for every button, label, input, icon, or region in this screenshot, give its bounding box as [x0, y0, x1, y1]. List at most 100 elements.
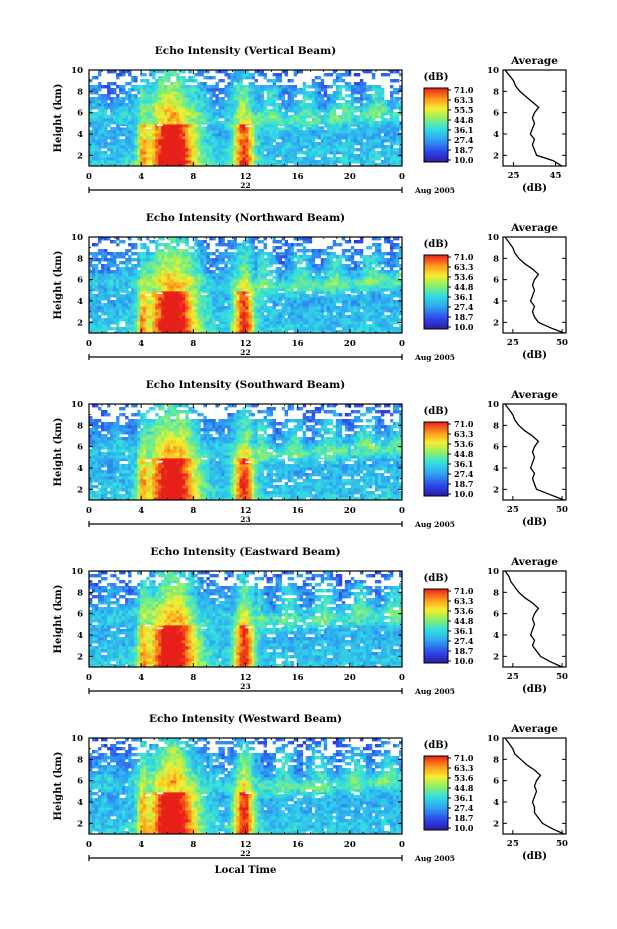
heatmap-cell — [299, 157, 304, 161]
heatmap-cell — [185, 303, 189, 307]
heatmap-cell — [281, 154, 286, 158]
heatmap-cell — [374, 94, 379, 98]
heatmap-cell — [278, 121, 283, 125]
heatmap-cell — [191, 118, 195, 122]
heatmap-cell — [122, 127, 126, 131]
heatmap-cell — [179, 270, 183, 274]
heatmap-cell — [215, 97, 219, 101]
heatmap-cell — [101, 303, 105, 307]
heatmap-cell — [281, 312, 286, 316]
heatmap-cell — [173, 294, 177, 298]
heatmap-cell — [191, 291, 195, 295]
heatmap-cell — [188, 103, 192, 107]
heatmap-cell — [290, 264, 295, 268]
heatmap-cell — [197, 291, 201, 295]
colorbar-tick-label: 55.5 — [454, 105, 473, 115]
heatmap-cell — [221, 309, 225, 313]
heatmap-cell — [149, 264, 153, 268]
heatmap-cell — [233, 97, 237, 101]
heatmap-cell — [104, 118, 108, 122]
heatmap-cell — [98, 288, 102, 292]
heatmap-cell — [353, 133, 358, 137]
heatmap-cell — [326, 121, 331, 125]
heatmap-cell — [368, 163, 373, 167]
heatmap-cell — [227, 294, 231, 298]
heatmap-cell — [191, 100, 195, 104]
heatmap-cell — [266, 121, 270, 125]
heatmap-cell — [377, 121, 382, 125]
heatmap-cell — [287, 103, 292, 107]
heatmap-cell — [377, 163, 382, 167]
heatmap-cell — [146, 249, 150, 253]
heatmap-cell — [125, 312, 129, 316]
heatmap-cell — [146, 142, 150, 146]
heatmap-cell — [368, 118, 373, 122]
heatmap-cell — [152, 240, 156, 244]
heatmap-cell — [272, 94, 276, 98]
heatmap-cell — [248, 109, 252, 113]
heatmap-cell — [119, 154, 123, 158]
heatmap-cell — [344, 100, 349, 104]
heatmap-cell — [362, 145, 367, 149]
heatmap-cell — [284, 130, 289, 134]
heatmap-cell — [128, 121, 132, 125]
heatmap-cell — [167, 100, 171, 104]
heatmap-cell — [293, 85, 298, 89]
heatmap-cell — [203, 130, 207, 134]
heatmap-cell — [113, 288, 117, 292]
heatmap-cell — [308, 127, 313, 131]
heatmap-cell — [206, 300, 210, 304]
heatmap-cell — [158, 276, 162, 280]
heatmap-cell — [152, 88, 156, 92]
heatmap-cell — [368, 115, 373, 119]
heatmap-cell — [251, 279, 255, 283]
heatmap-cell — [275, 261, 280, 265]
heatmap-cell — [275, 106, 280, 110]
heatmap-cell — [245, 85, 249, 89]
heatmap-cell — [161, 100, 165, 104]
heatmap-cell — [119, 327, 123, 331]
heatmap-cell — [134, 130, 138, 134]
heatmap-cell — [221, 252, 225, 256]
heatmap-cell — [149, 321, 153, 325]
heatmap-cell — [122, 276, 126, 280]
heatmap-cell — [383, 139, 388, 143]
heatmap-cell — [212, 130, 216, 134]
heatmap-cell — [125, 273, 129, 277]
heatmap-cell — [125, 327, 129, 331]
heatmap-cell — [149, 85, 153, 89]
heatmap-cell — [158, 163, 162, 167]
heatmap-cell — [95, 88, 99, 92]
heatmap-cell — [197, 73, 201, 77]
heatmap-cell — [296, 300, 301, 304]
heatmap-cell — [284, 85, 289, 89]
heatmap-cell — [221, 300, 225, 304]
heatmap-cell — [338, 127, 343, 131]
heatmap-cell — [278, 270, 283, 274]
heatmap-cells — [89, 70, 403, 167]
heatmap-cell — [194, 294, 198, 298]
heatmap-cell — [140, 252, 144, 256]
heatmap-cell — [128, 82, 132, 86]
heatmap-cell — [197, 145, 201, 149]
heatmap-cell — [203, 240, 207, 244]
heatmap-cell — [116, 109, 120, 113]
heatmap-cell — [146, 300, 150, 304]
heatmap-cell — [110, 82, 114, 86]
heatmap-cell — [308, 109, 313, 113]
heatmap-cell — [254, 276, 258, 280]
heatmap-cell — [338, 91, 343, 95]
heatmap-cell — [134, 327, 138, 331]
heatmap-cell — [107, 154, 111, 158]
heatmap-cell — [128, 70, 132, 74]
heatmap-cell — [278, 330, 283, 334]
heatmap-cell — [245, 315, 249, 319]
heatmap-cell — [311, 136, 316, 140]
heatmap-cell — [92, 285, 96, 289]
heatmap-cell — [266, 124, 270, 128]
heatmap-cell — [326, 133, 331, 137]
heatmap-cell — [224, 145, 228, 149]
heatmap-cell — [356, 100, 361, 104]
heatmap-cell — [170, 315, 174, 319]
heatmap-cell — [128, 124, 132, 128]
